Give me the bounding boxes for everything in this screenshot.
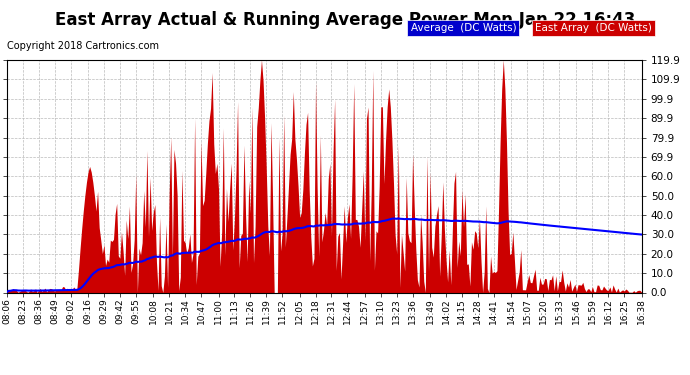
Text: Average  (DC Watts): Average (DC Watts)	[411, 23, 516, 33]
Text: Copyright 2018 Cartronics.com: Copyright 2018 Cartronics.com	[7, 41, 159, 51]
Text: East Array  (DC Watts): East Array (DC Watts)	[535, 23, 651, 33]
Text: East Array Actual & Running Average Power Mon Jan 22 16:43: East Array Actual & Running Average Powe…	[55, 11, 635, 29]
